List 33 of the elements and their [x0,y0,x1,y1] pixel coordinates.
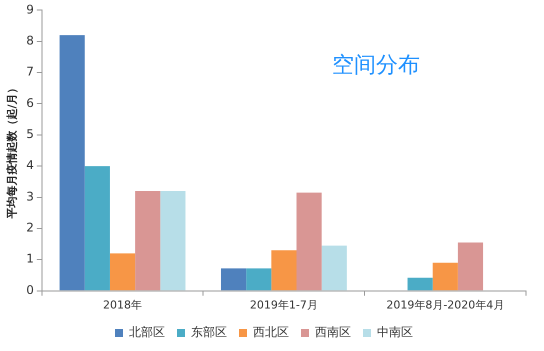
bar [458,242,484,290]
legend-label: 中南区 [377,325,413,340]
bar [296,192,322,290]
y-tick-label: 1 [26,252,34,266]
bar [322,246,347,290]
x-tick-label: 2018年 [103,298,142,312]
bar [135,191,160,290]
legend-label: 北部区 [129,325,165,340]
bar [432,262,458,290]
legend-label: 东部区 [191,325,227,340]
legend-label: 西南区 [315,325,351,340]
y-tick-label: 7 [26,64,34,79]
y-tick-label: 0 [26,282,34,297]
x-tick-label: 2019年8月-2020年4月 [386,298,504,312]
bar [60,35,85,290]
bar [220,268,246,290]
y-tick-label: 3 [26,189,34,204]
text: 空间分布 [332,53,420,78]
y-tick-label: 2 [26,220,34,235]
y-tick-label: 8 [26,34,34,48]
y-tick-label: 4 [26,158,34,172]
bar [160,191,186,290]
y-tick-label: 9 [26,2,34,16]
bar [246,268,272,290]
y-axis-title: 平均每月疫情起数（起/月） [5,82,18,220]
bar [271,250,297,290]
bar [408,278,433,290]
bar [110,253,136,290]
legend-label: 西北区 [253,325,289,340]
y-tick-label: 5 [26,127,34,142]
bar [84,166,110,290]
x-tick-label: 2019年1-7月 [250,298,318,312]
y-tick-label: 6 [26,96,34,110]
